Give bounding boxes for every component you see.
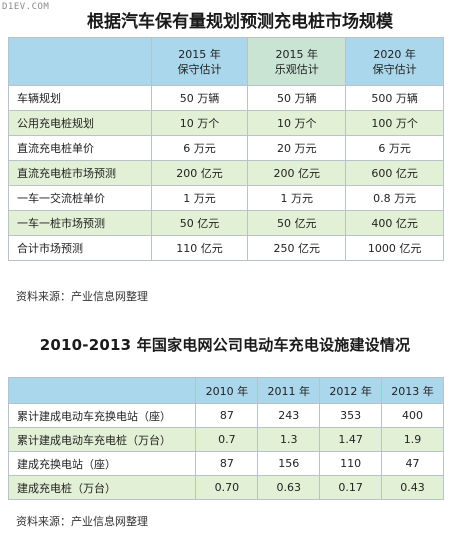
table-row: 直流充电桩市场预测 200 亿元 200 亿元 600 亿元 <box>8 160 444 186</box>
row-label: 直流充电桩市场预测 <box>8 160 152 186</box>
market-forecast-table: 2015 年 保守估计 2015 年 乐观估计 2020 年 保守估计 车辆规划… <box>8 37 444 261</box>
row-label: 一车一桩市场预测 <box>8 210 152 236</box>
table-cell: 10 万个 <box>150 110 249 136</box>
table-row: 累计建成电动车充换电站（座） 87 243 353 400 <box>7 403 444 428</box>
table-cell: 500 万辆 <box>345 85 444 111</box>
table-cell: 50 亿元 <box>247 210 347 236</box>
table-cell: 87 <box>195 451 259 476</box>
table-row: 一车一交流桩单价 1 万元 1 万元 0.8 万元 <box>8 185 444 211</box>
row-label: 公用充电桩规划 <box>8 110 152 136</box>
table-cell: 1000 亿元 <box>345 235 444 261</box>
row-label: 直流充电桩单价 <box>8 135 152 161</box>
table-cell: 1 万元 <box>247 185 347 211</box>
table-cell: 600 亿元 <box>345 160 444 186</box>
row-label: 一车一交流桩单价 <box>8 185 152 211</box>
table2-header-cell: 2013 年 <box>381 377 444 404</box>
table1-header-cell: 2015 年 乐观估计 <box>247 37 347 86</box>
table-cell: 200 亿元 <box>247 160 347 186</box>
table-cell: 1.3 <box>257 427 321 452</box>
table-cell: 6 万元 <box>345 135 444 161</box>
table-cell: 6 万元 <box>150 135 249 161</box>
table-cell: 1.9 <box>381 427 444 452</box>
table-cell: 243 <box>257 403 321 428</box>
table-row: 车辆规划 50 万辆 50 万辆 500 万辆 <box>8 85 444 111</box>
table2-header-row: 2010 年 2011 年 2012 年 2013 年 <box>7 377 444 404</box>
table2-header-corner <box>7 377 197 404</box>
table1-source-note: 资料来源：产业信息网整理 <box>16 290 148 303</box>
table-cell: 0.63 <box>257 475 321 500</box>
table-cell: 400 <box>381 403 444 428</box>
table-row: 一车一桩市场预测 50 亿元 50 亿元 400 亿元 <box>8 210 444 236</box>
table1-header-row: 2015 年 保守估计 2015 年 乐观估计 2020 年 保守估计 <box>8 37 444 86</box>
table-cell: 50 万辆 <box>150 85 249 111</box>
table-cell: 20 万元 <box>247 135 347 161</box>
table-cell: 0.43 <box>381 475 444 500</box>
table-cell: 1.47 <box>319 427 383 452</box>
table-cell: 0.17 <box>319 475 383 500</box>
table2-title: 2010-2013 年国家电网公司电动车充电设施建设情况 <box>39 336 411 354</box>
table-row: 累计建成电动车充电桩（万台） 0.7 1.3 1.47 1.9 <box>7 427 444 452</box>
table2-header-cell: 2010 年 <box>195 377 259 404</box>
table-cell: 47 <box>381 451 444 476</box>
table1-header-cell: 2015 年 保守估计 <box>150 37 249 86</box>
table-row: 合计市场预测 110 亿元 250 亿元 1000 亿元 <box>8 235 444 261</box>
table-cell: 87 <box>195 403 259 428</box>
table1-header-corner <box>8 37 152 86</box>
table-cell: 50 万辆 <box>247 85 347 111</box>
table-cell: 156 <box>257 451 321 476</box>
table-cell: 400 亿元 <box>345 210 444 236</box>
table2-source-note: 资料来源：产业信息网整理 <box>16 515 148 528</box>
table-cell: 110 <box>319 451 383 476</box>
row-label: 累计建成电动车充电桩（万台） <box>7 427 197 452</box>
row-label: 合计市场预测 <box>8 235 152 261</box>
table-cell: 100 万个 <box>345 110 444 136</box>
table-cell: 0.8 万元 <box>345 185 444 211</box>
table1-header-line2: 保守估计 <box>372 62 417 76</box>
table-row: 公用充电桩规划 10 万个 10 万个 100 万个 <box>8 110 444 136</box>
table1-header-line2: 保守估计 <box>177 62 222 76</box>
table-cell: 200 亿元 <box>150 160 249 186</box>
grid-facilities-table: 2010 年 2011 年 2012 年 2013 年 累计建成电动车充换电站（… <box>7 377 444 500</box>
row-label: 车辆规划 <box>8 85 152 111</box>
table1-header-cell: 2020 年 保守估计 <box>345 37 444 86</box>
table1-header-line1: 2020 年 <box>373 47 416 61</box>
table-cell: 1 万元 <box>150 185 249 211</box>
table2-header-cell: 2012 年 <box>319 377 383 404</box>
row-label: 建成充电桩（万台） <box>7 475 197 500</box>
table-cell: 110 亿元 <box>150 235 249 261</box>
table-cell: 50 亿元 <box>150 210 249 236</box>
table1-header-line1: 2015 年 <box>178 47 221 61</box>
table-cell: 353 <box>319 403 383 428</box>
table-row: 建成充换电站（座） 87 156 110 47 <box>7 451 444 476</box>
table-row: 直流充电桩单价 6 万元 20 万元 6 万元 <box>8 135 444 161</box>
table-row: 建成充电桩（万台） 0.70 0.63 0.17 0.43 <box>7 475 444 500</box>
row-label: 建成充换电站（座） <box>7 451 197 476</box>
table-cell: 250 亿元 <box>247 235 347 261</box>
table-cell: 0.7 <box>195 427 259 452</box>
watermark-text: D1EV.COM <box>2 2 50 12</box>
table-cell: 10 万个 <box>247 110 347 136</box>
table-cell: 0.70 <box>195 475 259 500</box>
table1-header-line2: 乐观估计 <box>274 62 319 76</box>
table1-header-line1: 2015 年 <box>275 47 319 61</box>
row-label: 累计建成电动车充换电站（座） <box>7 403 197 428</box>
table1-title: 根据汽车保有量规划预测充电桩市场规模 <box>87 12 393 32</box>
table2-header-cell: 2011 年 <box>257 377 321 404</box>
